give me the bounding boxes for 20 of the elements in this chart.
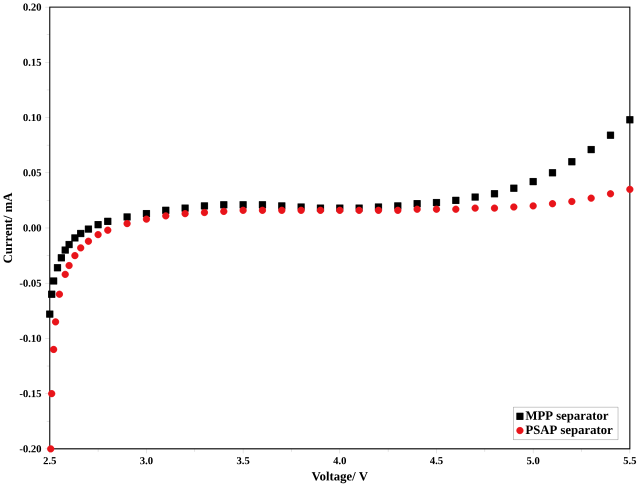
y-tick-label: -0.20 <box>20 445 42 453</box>
y-tick-label: -0.05 <box>20 280 42 287</box>
x-tick-label: 3.0 <box>140 457 153 464</box>
x-tick-label: 4.5 <box>430 457 443 464</box>
y-axis-title: Current/ mA <box>4 192 12 263</box>
y-tick-label: -0.15 <box>20 390 42 398</box>
legend-label: PSAP separator <box>526 426 612 437</box>
y-tick-label: 0.20 <box>23 4 42 11</box>
y-tick-label: 0.15 <box>23 58 42 66</box>
y-tick-label: 0.00 <box>23 224 42 232</box>
y-tick-label: 0.10 <box>23 114 42 122</box>
x-axis-title: Voltage/ V <box>312 472 368 484</box>
x-tick-label: 2.5 <box>44 457 56 464</box>
x-tick-label: 5.0 <box>526 457 540 464</box>
x-tick-label: 4.0 <box>333 457 346 464</box>
legend-label: MPP separator <box>526 411 608 423</box>
y-tick-label: -0.10 <box>20 334 42 342</box>
y-tick-label: 0.05 <box>23 169 42 176</box>
x-tick-label: 5.5 <box>624 457 636 464</box>
x-tick-label: 3.5 <box>236 457 250 464</box>
